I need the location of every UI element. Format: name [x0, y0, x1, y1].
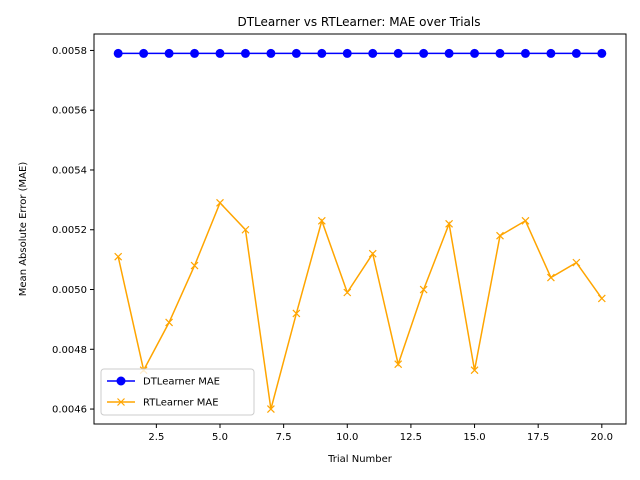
rtlearner-mae-point: [470, 366, 479, 375]
dtlearner-mae-point: [266, 48, 276, 58]
y-tick-label: 0.0052: [52, 225, 87, 236]
x-tick-label: 17.5: [527, 432, 549, 443]
axes-frame: [93, 33, 627, 425]
y-tick-label: 0.0056: [52, 106, 87, 117]
x-axis-label: Trial Number: [327, 454, 393, 465]
dtlearner-mae-series: [113, 48, 607, 58]
x-tick-label: 20.0: [591, 432, 613, 443]
dtlearner-mae-point: [546, 48, 556, 58]
rtlearner-mae-point: [394, 360, 403, 369]
rtlearner-mae-point: [266, 405, 275, 413]
y-tick-label: 0.0046: [52, 405, 87, 416]
x-tick-label: 12.5: [400, 432, 422, 443]
rtlearner-mae-point: [546, 273, 555, 282]
y-tick-label: 0.0048: [52, 345, 87, 356]
rtlearner-mae-line: [117, 201, 603, 410]
dtlearner-mae-point: [571, 48, 581, 58]
dtlearner-mae-point: [215, 48, 225, 58]
rtlearner-mae-point: [597, 294, 606, 303]
y-tick-label: 0.0054: [52, 165, 87, 176]
dtlearner-mae-point: [139, 48, 149, 58]
rtlearner-mae-point: [419, 285, 428, 294]
rtlearner-mae-point: [190, 261, 199, 270]
dtlearner-mae-point: [495, 48, 505, 58]
legend-label-dtlearner-mae: DTLearner MAE: [143, 377, 220, 388]
dtlearner-mae-point: [520, 48, 530, 58]
rtlearner-mae-point: [368, 249, 377, 258]
dtlearner-mae-point: [444, 48, 454, 58]
dtlearner-mae-point: [190, 48, 200, 58]
legend-marker-rtlearner-mae: [117, 398, 125, 406]
dtlearner-mae-point: [164, 48, 174, 58]
rtlearner-mae-point: [216, 198, 224, 207]
rtlearner-mae-point: [241, 225, 250, 234]
legend-marker-dtlearner-mae: [116, 376, 126, 386]
dtlearner-mae-point: [470, 48, 480, 58]
x-tick-label: 7.5: [276, 432, 292, 443]
dtlearner-mae-point: [240, 48, 250, 58]
rtlearner-mae-point: [521, 216, 530, 225]
chart-title: DTLearner vs RTLearner: MAE over Trials: [237, 15, 480, 29]
x-axis-ticks: 2.5 5.0 7.5 10.0 12.5 15.0 17.5 20.0: [148, 424, 613, 443]
legend-box: [100, 368, 255, 416]
legend: DTLearner MAE RTLearner MAE: [100, 368, 255, 416]
x-tick-label: 5.0: [212, 432, 228, 443]
rtlearner-mae-point: [496, 231, 504, 240]
x-tick-label: 10.0: [336, 432, 358, 443]
x-tick-label: 2.5: [148, 432, 164, 443]
dtlearner-mae-point: [317, 48, 327, 58]
dtlearner-mae-point: [368, 48, 378, 58]
rtlearner-mae-point: [445, 219, 454, 228]
y-axis-label: Mean Absolute Error (MAE): [18, 162, 29, 297]
rtlearner-mae-point: [114, 252, 123, 261]
y-tick-label: 0.0050: [52, 285, 87, 296]
y-tick-label: 0.0058: [52, 46, 87, 57]
dtlearner-mae-point: [342, 48, 352, 58]
plot-area: [113, 48, 607, 413]
rtlearner-mae-point: [317, 216, 326, 225]
x-tick-label: 15.0: [463, 432, 485, 443]
dtlearner-mae-point: [419, 48, 429, 58]
dtlearner-mae-point: [291, 48, 301, 58]
dtlearner-mae-point: [393, 48, 403, 58]
rtlearner-mae-point: [572, 258, 581, 267]
dtlearner-mae-point: [113, 48, 123, 58]
y-axis-ticks: 0.0046 0.0048 0.0050 0.0052 0.0054 0.0056 0.00…: [52, 46, 94, 416]
dtlearner-mae-point: [597, 48, 607, 58]
rtlearner-mae-point: [343, 288, 352, 297]
rtlearner-mae-point: [292, 309, 301, 318]
rtlearner-mae-point: [165, 318, 174, 327]
legend-label-rtlearner-mae: RTLearner MAE: [143, 398, 219, 409]
